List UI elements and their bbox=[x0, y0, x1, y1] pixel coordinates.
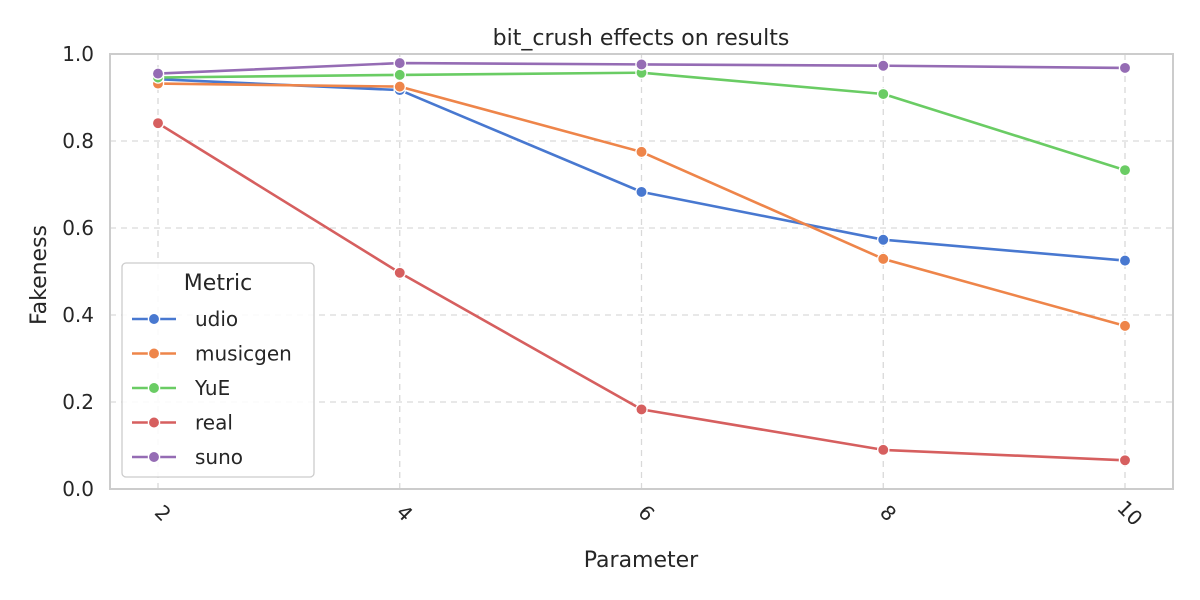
data-point bbox=[151, 67, 165, 80]
legend-items: udio musicgen YuE real suno bbox=[132, 307, 292, 469]
data-point bbox=[1118, 319, 1132, 333]
plot-frame bbox=[109, 53, 1174, 490]
legend-marker bbox=[147, 450, 161, 464]
data-point bbox=[877, 443, 890, 457]
data-point bbox=[1118, 163, 1132, 177]
chart-title: bit_crush effects on results bbox=[493, 26, 790, 51]
x-tick-labels: 2 4 6 8 10 bbox=[150, 496, 1147, 531]
x-tick-label: 8 bbox=[875, 500, 901, 526]
y-tick-label: 0.0 bbox=[62, 477, 94, 501]
legend-marker bbox=[147, 312, 161, 326]
legend-label: musicgen bbox=[195, 342, 292, 366]
data-point bbox=[393, 266, 406, 280]
legend-label: real bbox=[195, 411, 233, 435]
legend-label: udio bbox=[195, 307, 238, 331]
y-tick-label: 0.2 bbox=[62, 390, 94, 414]
data-point bbox=[877, 252, 890, 266]
y-tick-label: 1.0 bbox=[62, 42, 94, 66]
legend-label: suno bbox=[195, 445, 243, 469]
data-point bbox=[635, 58, 648, 71]
x-tick-label: 4 bbox=[392, 500, 418, 526]
legend-item-suno: suno bbox=[132, 445, 243, 469]
data-point bbox=[635, 403, 648, 416]
data-point bbox=[635, 185, 648, 199]
legend: Metric udio musicgen YuE real suno bbox=[121, 262, 315, 478]
series-real bbox=[151, 116, 1132, 467]
data-point bbox=[877, 233, 890, 246]
legend-item-yue: YuE bbox=[132, 376, 230, 400]
legend-item-musicgen: musicgen bbox=[132, 342, 292, 366]
legend-marker bbox=[147, 347, 161, 360]
y-tick-label: 0.6 bbox=[62, 216, 94, 240]
y-tick-labels: 0.0 0.2 0.4 0.6 0.8 1.0 bbox=[62, 42, 94, 501]
x-tick-label: 2 bbox=[150, 500, 176, 526]
y-tick-label: 0.8 bbox=[62, 129, 94, 153]
legend-title: Metric bbox=[184, 271, 252, 296]
series-layer bbox=[151, 56, 1132, 467]
data-point bbox=[393, 56, 406, 70]
legend-item-real: real bbox=[132, 411, 233, 435]
y-axis-label: Fakeness bbox=[27, 225, 52, 325]
y-tick-label: 0.4 bbox=[62, 303, 94, 327]
data-point bbox=[393, 80, 406, 93]
data-point bbox=[877, 59, 890, 72]
data-point bbox=[1118, 454, 1132, 467]
legend-item-udio: udio bbox=[132, 307, 238, 331]
legend-marker bbox=[147, 416, 161, 429]
data-point bbox=[635, 145, 648, 159]
data-point bbox=[393, 68, 406, 82]
data-point bbox=[1118, 254, 1132, 267]
x-tick-label: 10 bbox=[1112, 496, 1147, 531]
series-suno bbox=[151, 56, 1132, 80]
legend-marker bbox=[147, 381, 161, 395]
x-tick-label: 6 bbox=[633, 500, 659, 526]
data-point bbox=[151, 116, 165, 130]
data-point bbox=[877, 87, 890, 101]
x-axis-label: Parameter bbox=[584, 548, 699, 573]
legend-label: YuE bbox=[194, 376, 230, 400]
data-point bbox=[1118, 61, 1132, 75]
